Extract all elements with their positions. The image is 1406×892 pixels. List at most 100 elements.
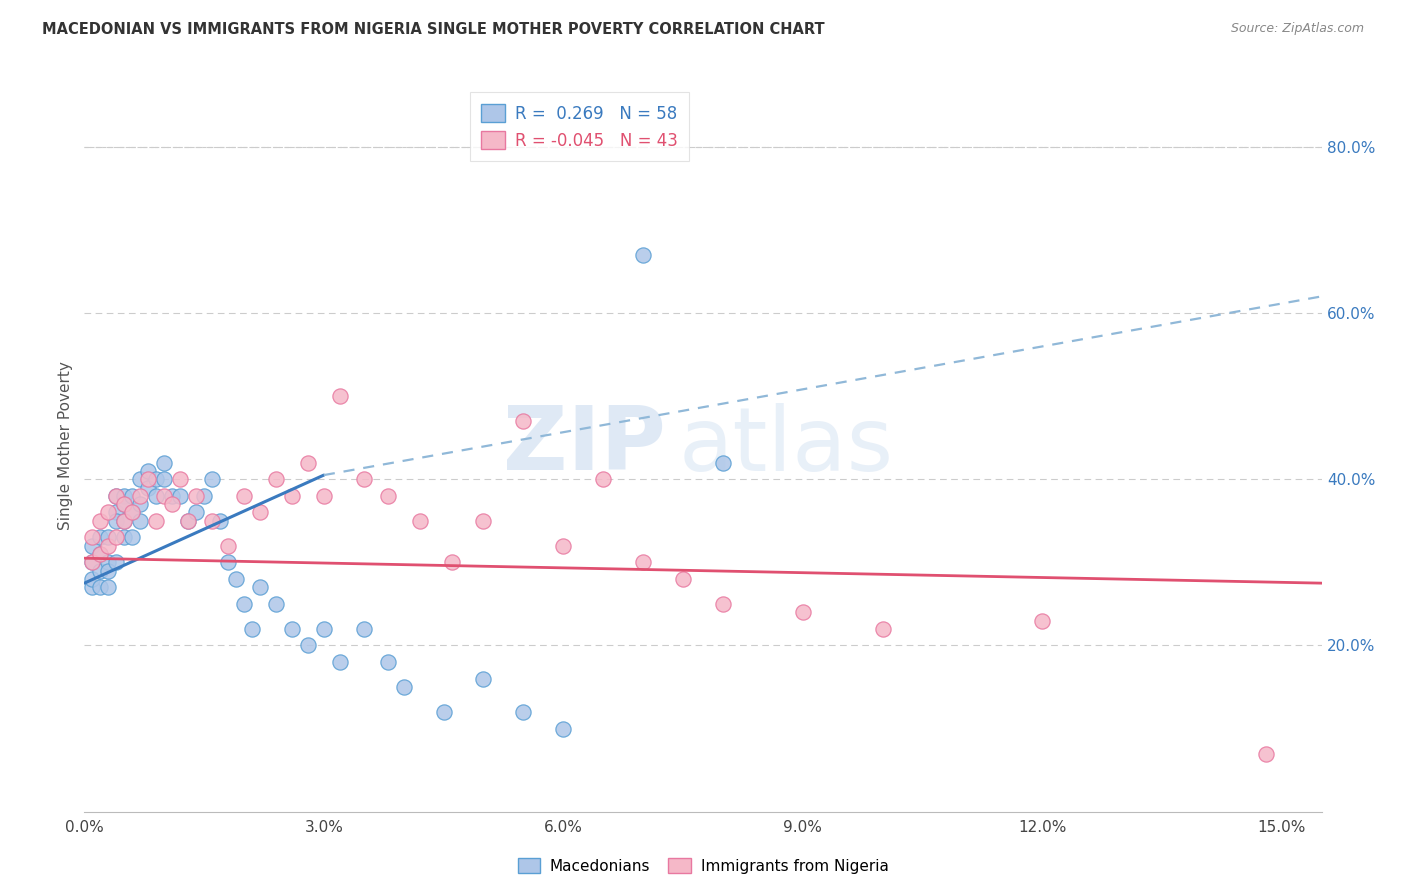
Text: Source: ZipAtlas.com: Source: ZipAtlas.com [1230, 22, 1364, 36]
Point [1031, 614, 1053, 628]
Point [249, 506, 271, 520]
Point [209, 514, 232, 528]
Point [440, 555, 463, 569]
Point [82, 580, 104, 594]
Point [233, 597, 256, 611]
Point [225, 572, 247, 586]
Point [312, 622, 335, 636]
Point [297, 456, 319, 470]
Point [89, 580, 111, 594]
Point [89, 547, 111, 561]
Text: ZIP: ZIP [503, 402, 666, 490]
Point [97, 564, 120, 578]
Point [184, 489, 207, 503]
Point [1254, 747, 1277, 761]
Point [329, 655, 352, 669]
Point [631, 248, 654, 262]
Point [121, 506, 143, 520]
Point [432, 705, 454, 719]
Point [177, 514, 200, 528]
Point [353, 622, 375, 636]
Point [711, 456, 734, 470]
Point [105, 489, 128, 503]
Point [169, 472, 191, 486]
Point [82, 572, 104, 586]
Point [82, 555, 104, 569]
Point [201, 514, 224, 528]
Point [672, 572, 695, 586]
Point [160, 489, 183, 503]
Point [136, 481, 159, 495]
Point [105, 514, 128, 528]
Point [297, 639, 319, 653]
Point [112, 497, 135, 511]
Point [112, 514, 135, 528]
Text: MACEDONIAN VS IMMIGRANTS FROM NIGERIA SINGLE MOTHER POVERTY CORRELATION CHART: MACEDONIAN VS IMMIGRANTS FROM NIGERIA SI… [42, 22, 825, 37]
Point [112, 497, 135, 511]
Point [177, 514, 200, 528]
Point [512, 414, 534, 428]
Point [240, 622, 263, 636]
Point [97, 506, 120, 520]
Point [233, 489, 256, 503]
Y-axis label: Single Mother Poverty: Single Mother Poverty [58, 361, 73, 531]
Point [105, 555, 128, 569]
Point [112, 514, 135, 528]
Point [97, 555, 120, 569]
Point [121, 506, 143, 520]
Point [193, 489, 215, 503]
Point [329, 389, 352, 403]
Point [136, 472, 159, 486]
Point [377, 655, 399, 669]
Point [136, 464, 159, 478]
Text: atlas: atlas [678, 402, 893, 490]
Legend: R =  0.269   N = 58, R = -0.045   N = 43: R = 0.269 N = 58, R = -0.045 N = 43 [470, 92, 689, 161]
Point [281, 622, 304, 636]
Point [89, 514, 111, 528]
Point [82, 539, 104, 553]
Point [312, 489, 335, 503]
Point [264, 472, 287, 486]
Point [472, 672, 495, 686]
Point [82, 555, 104, 569]
Point [264, 597, 287, 611]
Point [112, 489, 135, 503]
Point [872, 622, 894, 636]
Point [553, 539, 575, 553]
Point [105, 489, 128, 503]
Point [129, 472, 152, 486]
Point [353, 472, 375, 486]
Point [89, 547, 111, 561]
Point [217, 539, 239, 553]
Point [153, 489, 176, 503]
Point [112, 530, 135, 544]
Point [89, 564, 111, 578]
Point [169, 489, 191, 503]
Point [105, 530, 128, 544]
Point [121, 489, 143, 503]
Point [145, 489, 167, 503]
Point [512, 705, 534, 719]
Point [82, 530, 104, 544]
Point [392, 680, 415, 694]
Legend: Macedonians, Immigrants from Nigeria: Macedonians, Immigrants from Nigeria [512, 852, 894, 880]
Point [217, 555, 239, 569]
Point [129, 497, 152, 511]
Point [792, 605, 814, 619]
Point [153, 472, 176, 486]
Point [105, 506, 128, 520]
Point [97, 580, 120, 594]
Point [249, 580, 271, 594]
Point [408, 514, 430, 528]
Point [97, 530, 120, 544]
Point [184, 506, 207, 520]
Point [97, 539, 120, 553]
Point [377, 489, 399, 503]
Point [145, 472, 167, 486]
Point [153, 456, 176, 470]
Point [129, 489, 152, 503]
Point [121, 530, 143, 544]
Point [711, 597, 734, 611]
Point [145, 514, 167, 528]
Point [592, 472, 614, 486]
